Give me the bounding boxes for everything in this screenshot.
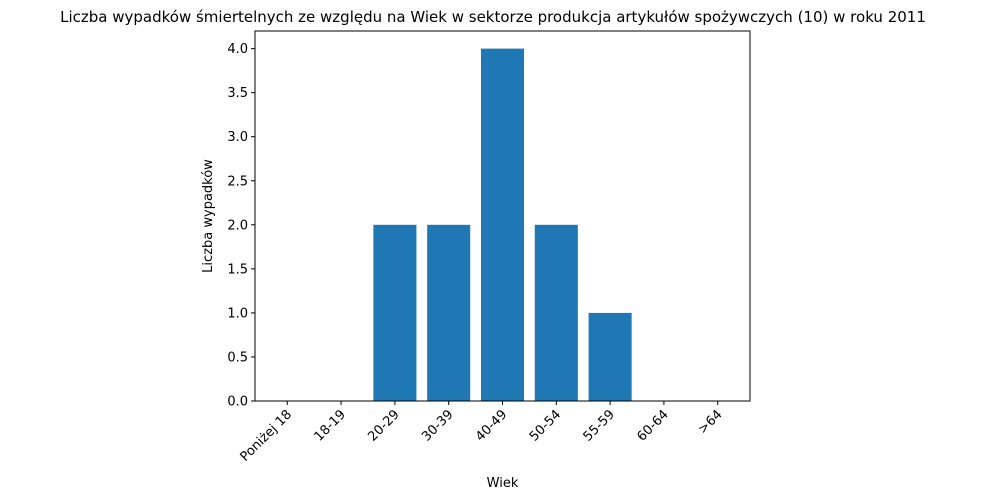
y-tick-label-2: 1.0 — [227, 306, 248, 321]
chart-title: Liczba wypadków śmiertelnych ze względu … — [60, 8, 926, 26]
x-tick-label-1: 18-19 — [312, 407, 349, 444]
x-axis-label: Wiek — [487, 476, 519, 491]
x-tick-label-8: >64 — [696, 407, 726, 437]
y-tick-label-3: 1.5 — [227, 262, 248, 277]
y-tick-label-4: 2.0 — [227, 218, 248, 233]
x-tick-label-0: Poniżej 18 — [238, 407, 295, 464]
bars-group — [373, 48, 632, 401]
x-tick-label-7: 60-64 — [634, 407, 671, 444]
y-axis-label: Liczba wypadków — [201, 159, 216, 273]
bar-6 — [588, 312, 632, 401]
bar-3 — [427, 224, 471, 401]
x-tick-label-4: 40-49 — [473, 407, 510, 444]
y-tick-label-0: 0.0 — [227, 395, 248, 410]
x-axis: Poniżej 18 18-19 20-29 30-39 40-49 50-54 55-59… — [238, 401, 726, 465]
plot-frame — [254, 30, 751, 402]
y-tick-label-8: 4.0 — [227, 42, 248, 57]
bar-5 — [534, 224, 578, 401]
bar-2 — [373, 224, 417, 401]
x-tick-label-5: 50-54 — [527, 407, 564, 444]
x-tick-label-2: 20-29 — [365, 407, 402, 444]
y-tick-label-5: 2.5 — [227, 174, 248, 189]
bar-4 — [480, 48, 525, 401]
x-tick-label-6: 55-59 — [581, 407, 618, 444]
y-tick-label-1: 0.5 — [227, 350, 248, 365]
y-axis: 0.0 0.5 1.0 1.5 2.0 2.5 3.0 3.5 4.0 — [227, 42, 255, 410]
y-tick-label-6: 3.0 — [227, 130, 248, 145]
y-tick-label-7: 3.5 — [227, 86, 248, 101]
x-tick-label-3: 30-39 — [419, 407, 456, 444]
